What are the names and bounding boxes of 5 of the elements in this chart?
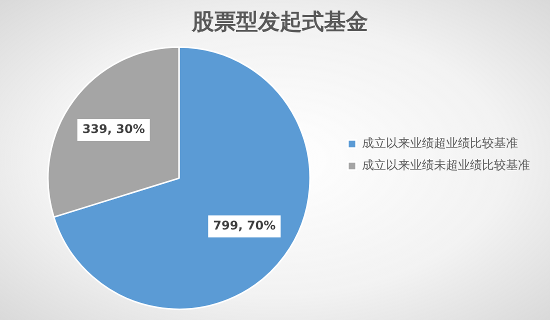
chart-title: 股票型发起式基金 bbox=[191, 10, 368, 35]
legend-label: 成立以来业绩未超业绩比较基准 bbox=[362, 158, 530, 172]
data-label: 799, 70% bbox=[213, 218, 276, 233]
data-label: 339, 30% bbox=[82, 122, 145, 136]
legend-label: 成立以来业绩超业绩比较基准 bbox=[362, 136, 518, 150]
